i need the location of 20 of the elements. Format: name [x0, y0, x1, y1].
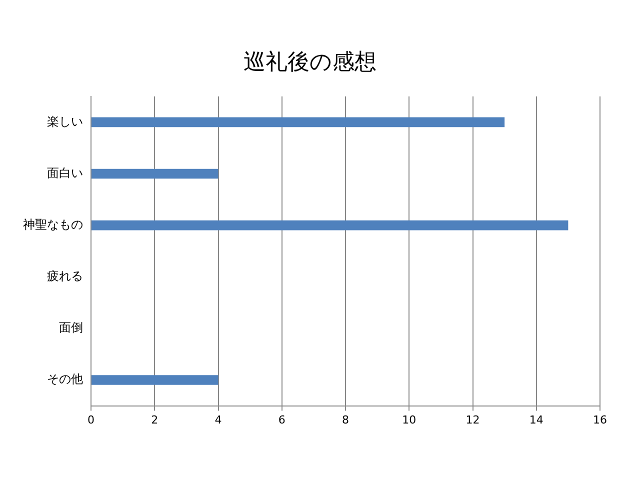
x-tick-label: 14 [529, 413, 544, 426]
y-tick-label: 疲れる [47, 269, 83, 284]
bar [92, 375, 218, 385]
bar [92, 220, 568, 230]
bar [92, 117, 505, 128]
y-tick-label: 神聖なもの [23, 217, 83, 232]
y-tick-label: 面白い [47, 166, 83, 180]
x-tick-label: 8 [342, 413, 349, 426]
x-tick-label: 6 [278, 413, 286, 426]
x-tick-label: 12 [466, 413, 480, 426]
x-tick-label: 4 [214, 413, 222, 426]
x-tick-label: 16 [593, 413, 607, 426]
y-tick-label: 面倒 [59, 320, 83, 335]
x-tick-label: 2 [151, 413, 158, 426]
x-tick-label: 10 [402, 413, 416, 426]
y-tick-label: その他 [47, 372, 83, 386]
bar [92, 168, 218, 179]
y-tick-label: 楽しい [47, 114, 83, 128]
chart-title: 巡礼後の感想 [244, 50, 376, 75]
x-tick-label: 0 [88, 413, 94, 426]
